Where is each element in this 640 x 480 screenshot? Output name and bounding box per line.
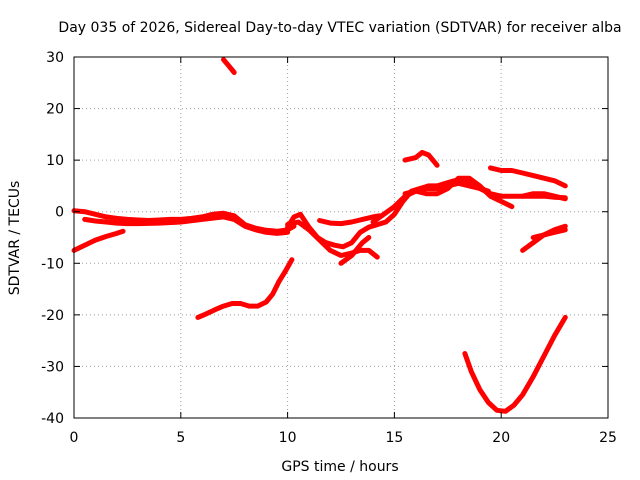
x-axis-ticks: 0 5 10 15 20 25	[70, 57, 617, 446]
x-axis-label: GPS time / hours	[281, 459, 398, 475]
x-tick-label: 25	[599, 430, 617, 446]
x-tick-label: 10	[279, 430, 297, 446]
y-tick-label: 20	[46, 102, 64, 118]
y-tick-label: 0	[55, 205, 64, 221]
series-line-arc-14	[520, 191, 568, 202]
series-line-arc-16	[530, 223, 568, 240]
series-line-arc-3	[82, 214, 291, 236]
chart-title: Day 035 of 2026, Sidereal Day-to-day VTE…	[58, 20, 621, 36]
series-line-arc-5	[195, 257, 295, 320]
data-series	[71, 57, 568, 414]
y-tick-label: -10	[41, 256, 64, 272]
series-line-arc-7	[285, 219, 380, 260]
x-tick-label: 5	[176, 430, 185, 446]
series-line-arc-4	[221, 57, 237, 75]
y-axis-ticks: -40 -30 -20 -10 0 10 20 30	[41, 50, 608, 427]
series-line-arc-9	[338, 235, 372, 266]
series-line-arc-11	[402, 149, 440, 168]
x-tick-label: 0	[70, 430, 79, 446]
series-line-arc-13	[488, 165, 568, 189]
y-tick-label: 30	[46, 50, 64, 66]
y-tick-label: -30	[41, 359, 64, 375]
series-line-arc-8	[317, 213, 382, 227]
y-axis-label: SDTVAR / TECUs	[7, 181, 23, 296]
x-tick-label: 15	[385, 430, 403, 446]
series-line-arc-2	[71, 228, 126, 253]
grid-lines	[74, 57, 608, 418]
y-tick-label: 10	[46, 153, 64, 169]
x-tick-label: 20	[492, 430, 510, 446]
y-tick-label: -20	[41, 308, 64, 324]
series-line-arc-12	[402, 175, 515, 210]
series-line-arc-17	[462, 314, 568, 414]
y-tick-label: -40	[41, 411, 64, 427]
plot-frame	[73, 56, 609, 419]
